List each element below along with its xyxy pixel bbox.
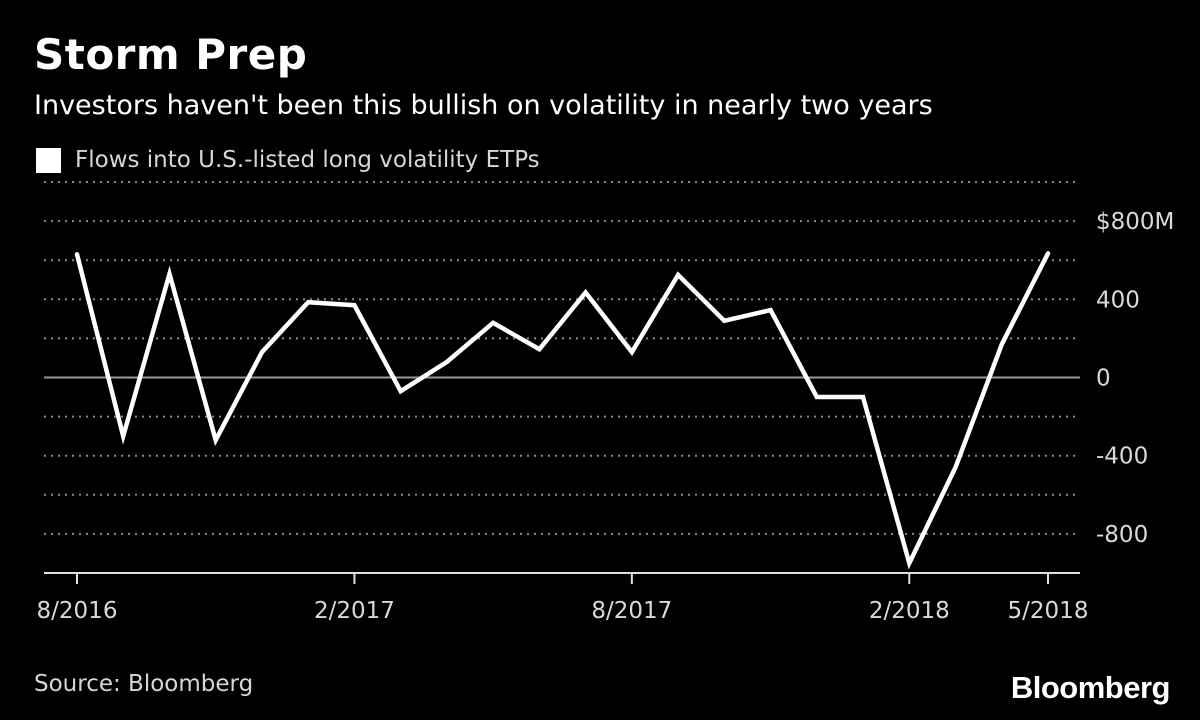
label-layer: $800M 400 0 -400 -800 8/2016 2/2017 8/2017 2/201… bbox=[37, 209, 1175, 624]
series-layer bbox=[74, 251, 1051, 570]
y-tick-label: 400 bbox=[1096, 287, 1140, 313]
x-tick-label: 8/2017 bbox=[591, 598, 672, 624]
y-tick-label: 0 bbox=[1096, 366, 1111, 392]
x-tick-label: 2/2017 bbox=[314, 598, 395, 624]
brand-logo: Bloomberg bbox=[1010, 670, 1171, 705]
legend-swatch bbox=[36, 148, 61, 173]
chart-title: Storm Prep bbox=[34, 30, 308, 79]
legend-label: Flows into U.S.-listed long volatility E… bbox=[75, 147, 540, 173]
x-tick-label: 8/2016 bbox=[37, 598, 118, 624]
legend: Flows into U.S.-listed long volatility E… bbox=[36, 148, 540, 173]
grid-layer bbox=[44, 181, 1080, 535]
y-tick-label: -800 bbox=[1096, 522, 1148, 548]
y-tick-label: $800M bbox=[1096, 209, 1174, 235]
chart-subtitle: Investors haven't been this bullish on v… bbox=[34, 90, 933, 121]
series-line bbox=[74, 251, 1051, 570]
axis-layer bbox=[44, 572, 1080, 584]
x-tick-label: 5/2018 bbox=[1008, 598, 1089, 624]
source-note: Source: Bloomberg bbox=[34, 671, 254, 697]
y-tick-label: -400 bbox=[1096, 444, 1148, 470]
x-tick-label: 2/2018 bbox=[869, 598, 950, 624]
